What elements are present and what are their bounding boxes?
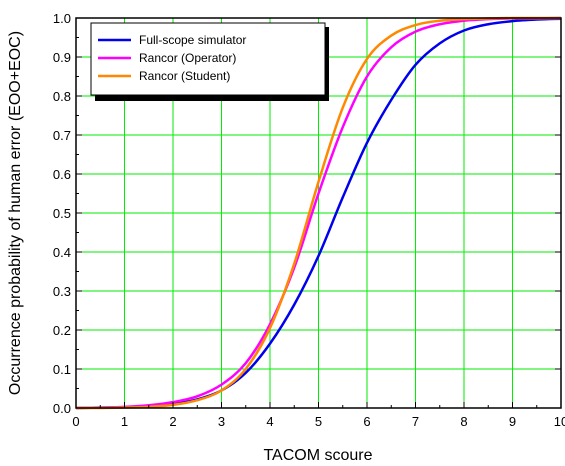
x-tick-label: 4	[266, 414, 273, 429]
x-tick-label: 6	[363, 414, 370, 429]
y-tick-label: 0.2	[53, 323, 71, 338]
y-tick-labels: 0.0 0.1 0.2 0.3 0.4 0.5 0.6 0.7 0.8 0.9 1.0	[53, 11, 71, 416]
y-tick-label: 0.1	[53, 362, 71, 377]
x-tick-label: 9	[509, 414, 516, 429]
legend-label-rancor-operator: Rancor (Operator)	[139, 51, 236, 65]
legend: Full-scope simulator Rancor (Operator) R…	[90, 22, 329, 101]
y-tick-label: 0.4	[53, 245, 71, 260]
y-axis-title: Occurrence probability of human error (E…	[7, 31, 24, 395]
x-tick-label: 8	[460, 414, 467, 429]
legend-label-rancor-student: Rancor (Student)	[139, 69, 230, 83]
y-tick-label: 0.9	[53, 50, 71, 65]
x-axis-title: TACOM scoure	[263, 447, 372, 464]
legend-label-full-scope: Full-scope simulator	[139, 33, 246, 47]
x-tick-label: 10	[554, 414, 565, 429]
y-tick-label: 0.7	[53, 128, 71, 143]
x-tick-labels: 0 1 2 3 4 5 6 7 8 9 10	[72, 414, 565, 429]
y-tick-label: 1.0	[53, 11, 71, 26]
axis-ticks	[75, 17, 562, 409]
x-tick-label: 3	[218, 414, 225, 429]
x-tick-label: 7	[412, 414, 419, 429]
y-tick-label: 0.5	[53, 206, 71, 221]
x-tick-label: 2	[169, 414, 176, 429]
y-tick-label: 0.6	[53, 167, 71, 182]
x-tick-label: 1	[121, 414, 128, 429]
x-tick-label: 5	[315, 414, 322, 429]
y-tick-label: 0.3	[53, 284, 71, 299]
x-tick-label: 0	[72, 414, 79, 429]
y-tick-label: 0.0	[53, 401, 71, 416]
y-tick-label: 0.8	[53, 89, 71, 104]
